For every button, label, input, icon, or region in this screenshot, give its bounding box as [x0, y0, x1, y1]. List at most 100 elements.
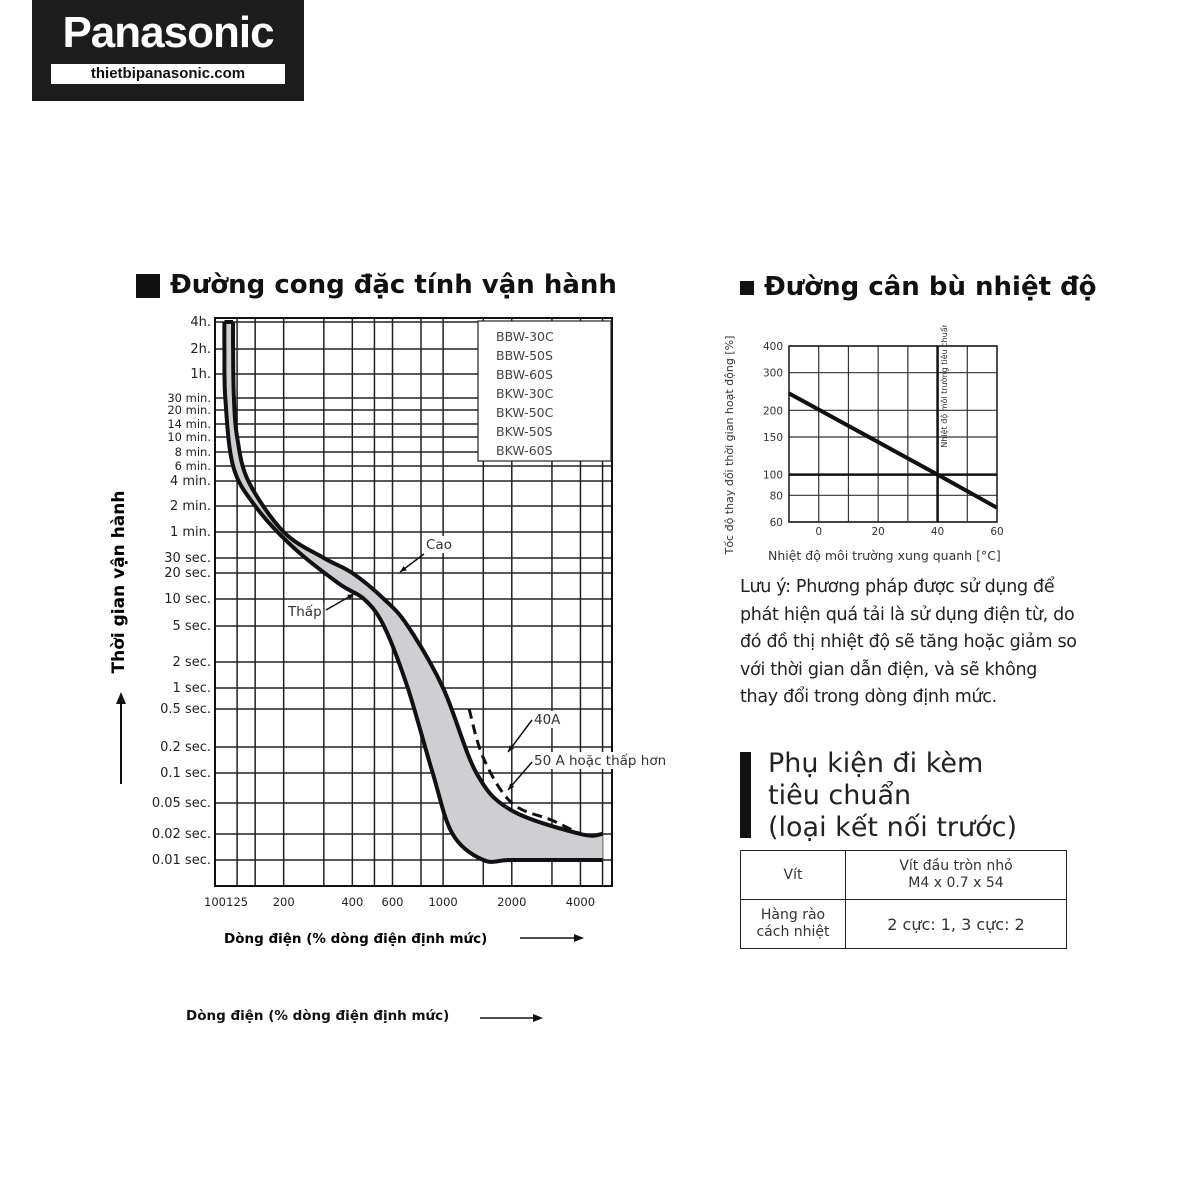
bottom-arrow-icon: [480, 1014, 543, 1022]
series-line-40a: [467, 708, 582, 836]
legend-entry: BKW-30C: [496, 386, 554, 401]
temp-y-tick: 400: [763, 341, 783, 353]
arrowhead-icon: [347, 594, 354, 600]
bottom-x-axis-label: Dòng điện (% dòng điện định mức): [186, 1008, 450, 1024]
temp-y-tick: 100: [763, 470, 783, 482]
temp-x-axis-label: Nhiệt độ môi trường xung quanh [°C]: [768, 548, 1001, 563]
x-axis-arrow-icon: [520, 934, 584, 942]
right-heading: Đường cân bù nhiệt độ: [740, 272, 1097, 302]
y-tick-label: 0.02 sec.: [152, 827, 211, 842]
accessories-table: Vít Vít đầu tròn nhỏ M4 x 0.7 x 54 Hàng …: [740, 850, 1067, 949]
y-tick-label: 5 sec.: [173, 619, 211, 634]
legend-entry: BBW-60S: [496, 367, 553, 382]
series-line-cao: [231, 321, 603, 838]
x-tick-label: 100: [204, 895, 226, 909]
y-tick-label: 1h.: [190, 367, 211, 382]
arrowhead-icon: [400, 565, 407, 572]
temp-grid: [788, 345, 998, 523]
legend-entry: BKW-60S: [496, 443, 553, 458]
table-cell: Vít: [740, 850, 846, 900]
x-tick-label: 4000: [566, 895, 595, 909]
table-cell: Vít đầu tròn nhỏ M4 x 0.7 x 54: [845, 850, 1067, 900]
accessories-bar: [740, 752, 751, 838]
y-tick-label: 4h.: [190, 315, 211, 330]
temp-x-tick: 20: [871, 526, 884, 538]
temp-y-tick: 150: [763, 432, 783, 444]
y-tick-label: 1 sec.: [173, 681, 211, 696]
table-cell: 2 cực: 1, 3 cực: 2: [845, 899, 1067, 949]
arrowhead-icon: [508, 783, 515, 790]
y-tick-label: 1 min.: [170, 525, 211, 540]
x-tick-label: 2000: [497, 895, 526, 909]
annotations: Cao Thấp 40A 50 A hoặc thấp hơn: [286, 536, 686, 791]
temperature-compensation-chart: 400 300 200 150 100 80 60 0 20 40 60 Tốc độ thay đ…: [723, 325, 1004, 563]
x-tick-label: 200: [273, 895, 295, 909]
annotation-bg: [286, 603, 324, 620]
x-axis-label: Dòng điện (% dòng điện định mức): [224, 931, 487, 947]
square-bullet-icon: [740, 280, 754, 295]
y-tick-label: 0.5 sec.: [160, 702, 211, 717]
logo-brand: Panasonic: [62, 8, 274, 57]
legend-entry: BBW-30C: [496, 329, 554, 344]
y-tick-label: 30 min.: [167, 391, 211, 405]
note-text: Lưu ý: Phương pháp được sử dụng để phát …: [740, 577, 1077, 707]
annotation-leader: [507, 719, 533, 753]
y-tick-label: 2h.: [190, 342, 211, 357]
y-tick-label: 10 sec.: [164, 592, 211, 607]
annotation-label: 50 A hoặc thấp hơn: [534, 753, 666, 769]
y-tick-label: 2 sec.: [173, 655, 211, 670]
temp-y-tick: 300: [763, 368, 783, 380]
y-tick-label: 0.1 sec.: [160, 766, 211, 781]
y-tick-label: 2 min.: [170, 499, 211, 514]
x-tick-labels: 100 125 200 400 600 1000 2000 4000: [204, 895, 595, 909]
operating-characteristic-chart: BBW-30C BBW-50S BBW-60S BKW-30C BKW-50C BKW-5…: [109, 315, 686, 947]
x-tick-label: 1000: [428, 895, 457, 909]
y-tick-label: 20 min.: [167, 403, 211, 417]
table-cell: Hàng rào cách nhiệt: [740, 899, 846, 949]
y-tick-label: 10 min.: [167, 430, 211, 444]
temp-frame: [788, 345, 998, 523]
y-axis-arrow-icon: [116, 692, 126, 784]
y-tick-label: 30 sec.: [164, 551, 211, 566]
annotation-bg: [532, 711, 561, 728]
temp-series: [788, 391, 998, 510]
logo-site: thietbipanasonic.com: [51, 64, 285, 84]
temp-y-axis-label: Tốc độ thay đổi thời gian hoạt động [%]: [723, 336, 736, 556]
y-tick-label: 0.05 sec.: [152, 796, 211, 811]
table-row: Hàng rào cách nhiệt 2 cực: 1, 3 cực: 2: [740, 899, 1067, 949]
x-tick-label: 125: [226, 895, 248, 909]
operating-band: [222, 320, 603, 864]
left-heading: Đường cong đặc tính vận hành: [136, 270, 617, 300]
x-tick-label: 400: [341, 895, 363, 909]
series-line-thap: [222, 321, 603, 864]
y-tick-label: 0.01 sec.: [152, 853, 211, 868]
temp-y-tick: 200: [763, 405, 783, 417]
x-tick-label: 600: [382, 895, 404, 909]
temp-series-line: [788, 391, 998, 510]
arrowhead-icon: [508, 745, 515, 752]
annotation-label: Cao: [426, 537, 452, 553]
temp-tick-labels: 400 300 200 150 100 80 60 0 20 40 60: [763, 341, 1004, 538]
temp-x-tick: 0: [815, 526, 822, 538]
accessories-title: Phụ kiện đi kèm tiêu chuẩn (loại kết nối…: [768, 748, 1018, 843]
legend-entry: BKW-50S: [496, 424, 553, 439]
y-tick-label: 0.2 sec.: [160, 740, 211, 755]
annotation-label: Thấp: [287, 604, 322, 620]
legend-entry: BKW-50C: [496, 405, 554, 420]
square-bullet-icon: [136, 273, 160, 298]
y-tick-label: 4 min.: [170, 474, 211, 489]
y-axis-label: Thời gian vận hành: [109, 491, 129, 674]
temp-y-tick: 80: [770, 490, 783, 502]
legend-entry: BBW-50S: [496, 348, 553, 363]
temp-x-tick: 60: [990, 526, 1003, 538]
annotation-bg: [424, 536, 453, 553]
annotation-bg: [532, 752, 686, 769]
annotation-label: 40A: [534, 712, 561, 728]
y-tick-labels: 4h. 2h. 1h. 30 min.20 min.14 min.10 min.8 m…: [152, 315, 211, 868]
chart-frame: [214, 317, 613, 887]
temp-x-tick: 40: [931, 526, 944, 538]
table-row: Vít Vít đầu tròn nhỏ M4 x 0.7 x 54: [740, 850, 1067, 900]
panasonic-logo: Panasonic thietbipanasonic.com: [32, 0, 304, 101]
y-tick-label: 20 sec.: [164, 566, 211, 581]
y-tick-label: 8 min.: [175, 445, 211, 459]
